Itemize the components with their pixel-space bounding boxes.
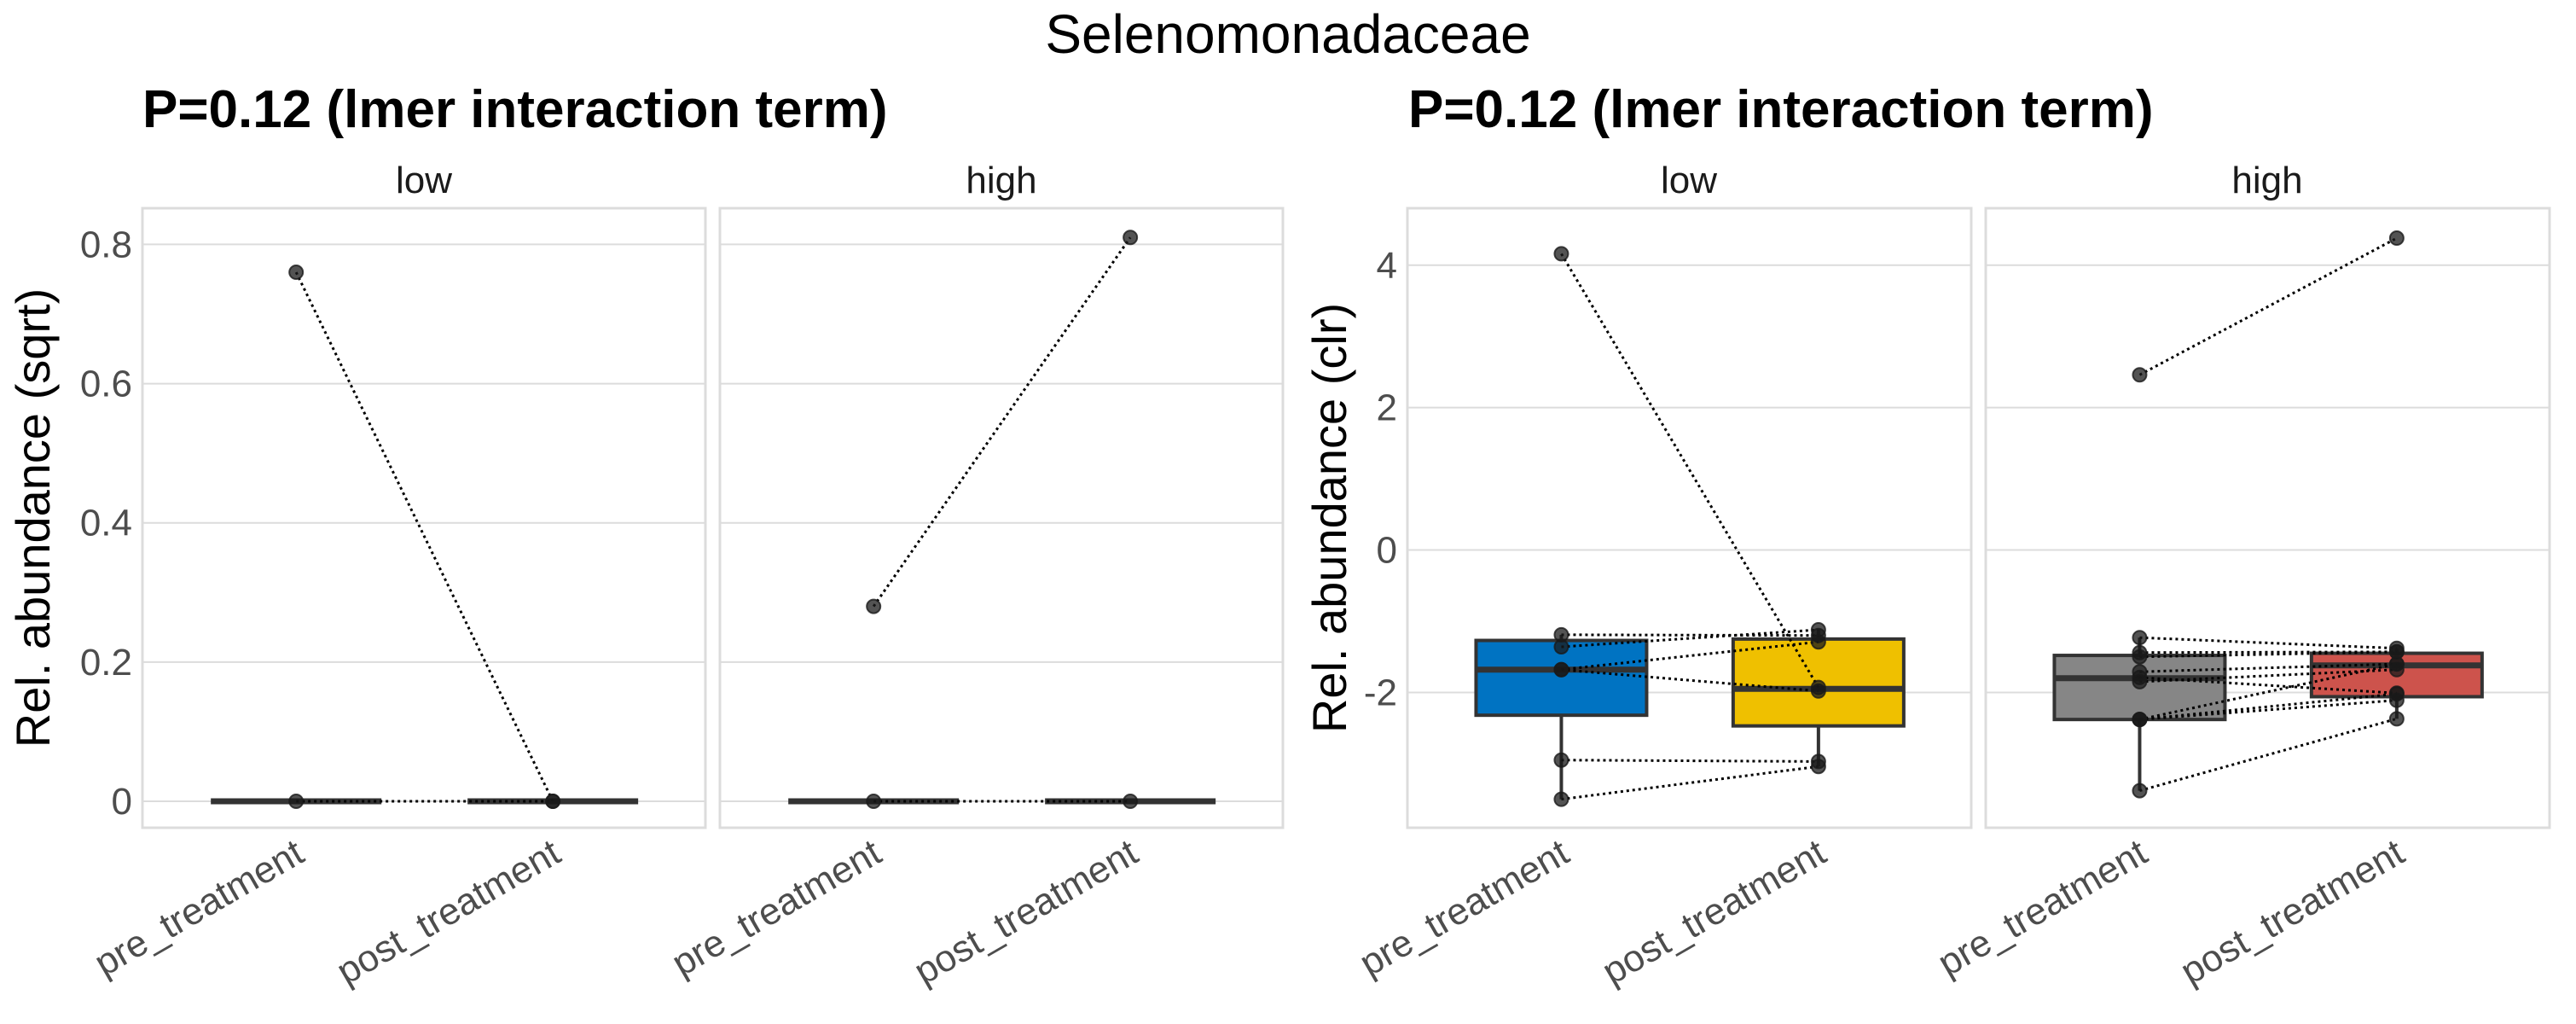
plot-sqrt-y-axis-label: Rel. abundance (sqrt) bbox=[6, 288, 60, 748]
panel-border bbox=[141, 207, 707, 829]
data-point-pre bbox=[2132, 630, 2148, 646]
data-point-post bbox=[2388, 711, 2405, 727]
pair-line bbox=[1560, 253, 1820, 689]
data-point-post bbox=[2388, 686, 2405, 702]
pair-line bbox=[2139, 650, 2397, 659]
data-point-pre bbox=[1553, 661, 1569, 678]
y-tick-label: 0 bbox=[112, 781, 132, 823]
pair-line bbox=[2138, 236, 2398, 376]
facet-strip-high: high bbox=[966, 160, 1036, 201]
data-point-pre bbox=[2132, 712, 2148, 728]
y-tick-label: 0.2 bbox=[80, 642, 132, 684]
pair-line bbox=[2139, 692, 2398, 721]
pair-line bbox=[2139, 662, 2398, 721]
data-point-pre bbox=[866, 598, 882, 614]
data-point-post bbox=[1123, 230, 1139, 246]
panel-border bbox=[1984, 207, 2551, 829]
data-point-pre bbox=[866, 794, 882, 810]
data-point-post bbox=[2388, 230, 2405, 247]
data-point-post bbox=[1123, 794, 1139, 810]
pair-line bbox=[1561, 759, 1819, 763]
panel-border bbox=[718, 207, 1285, 829]
data-point-post bbox=[1810, 683, 1826, 699]
data-point-pre bbox=[2132, 673, 2148, 689]
pair-line bbox=[2139, 650, 2397, 655]
facet-strip-low: low bbox=[1661, 160, 1717, 201]
pair-line bbox=[2139, 668, 2397, 684]
y-tick-label: 0.6 bbox=[80, 364, 132, 405]
data-point-pre bbox=[1553, 246, 1569, 262]
data-point-pre bbox=[288, 794, 305, 810]
data-point-pre bbox=[2132, 367, 2148, 383]
data-point-post bbox=[545, 794, 561, 810]
pair-line bbox=[1561, 668, 1819, 693]
y-tick-label: 0.4 bbox=[80, 503, 132, 544]
figure-title: Selenomonadaceae bbox=[1045, 3, 1530, 65]
plot-sqrt-title: P=0.12 (lmer interaction term) bbox=[142, 80, 887, 139]
data-point-post bbox=[2388, 656, 2405, 672]
facet-strip-high: high bbox=[2231, 160, 2302, 201]
data-point-post bbox=[1810, 759, 1826, 775]
pair-line bbox=[2139, 662, 2397, 673]
pair-line bbox=[2139, 717, 2398, 793]
pair-line bbox=[1561, 628, 1819, 649]
data-point-pre bbox=[1553, 752, 1569, 768]
y-tick-label: 4 bbox=[1377, 245, 1397, 287]
data-point-pre bbox=[1553, 639, 1569, 655]
pair-line bbox=[1561, 633, 1819, 637]
plot-clr-y-axis-label: Rel. abundance (clr) bbox=[1303, 303, 1356, 733]
y-tick-label: 2 bbox=[1377, 387, 1397, 429]
pair-line bbox=[1561, 765, 1819, 801]
data-point-pre bbox=[288, 265, 305, 281]
pair-line bbox=[294, 271, 554, 802]
data-point-post bbox=[1810, 634, 1826, 650]
y-tick-label: -2 bbox=[1364, 672, 1397, 713]
facet-strip-low: low bbox=[396, 160, 452, 201]
pair-line bbox=[1561, 640, 1819, 672]
data-point-pre bbox=[2132, 783, 2148, 799]
plot-clr-title: P=0.12 (lmer interaction term) bbox=[1408, 80, 2153, 139]
data-point-pre bbox=[1553, 791, 1569, 807]
data-point-pre bbox=[2132, 649, 2148, 665]
pair-line bbox=[2139, 636, 2397, 650]
y-tick-label: 0 bbox=[1377, 530, 1397, 572]
y-tick-label: 0.8 bbox=[80, 224, 132, 265]
panel-border bbox=[1406, 207, 1973, 829]
